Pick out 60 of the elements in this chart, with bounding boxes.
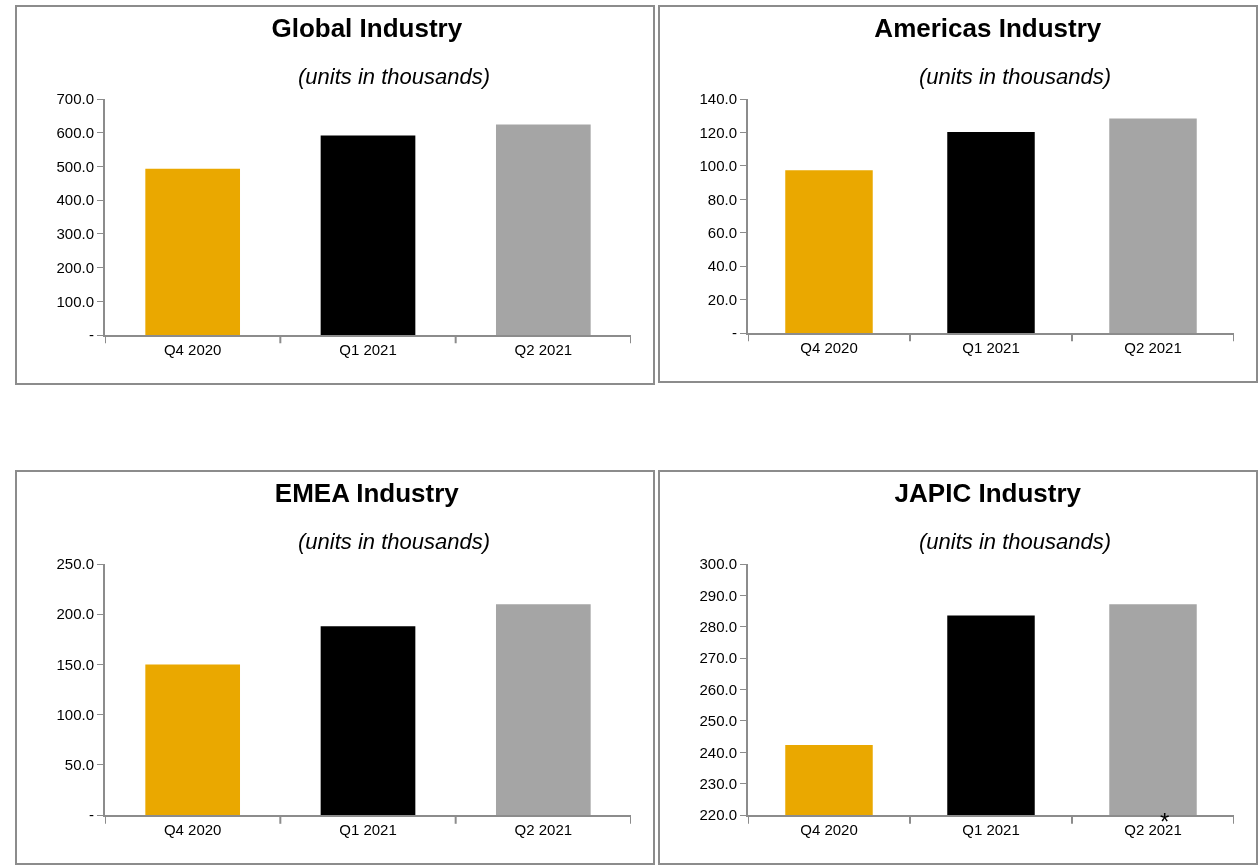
y-tick-label: 250.0 (699, 712, 737, 730)
x-tick-label: Q2 2021 (514, 341, 573, 358)
x-tick-label: Q1 2021 (339, 341, 397, 358)
bar (145, 168, 241, 335)
x-tick-label: Q1 2021 (962, 821, 1020, 838)
y-tick-label: 280.0 (699, 618, 737, 635)
y-tick-label: 240.0 (699, 743, 737, 761)
y-tick-label: 100.0 (699, 157, 737, 175)
y-tick-label: 500.0 (56, 157, 94, 175)
y-tick-label: 50.0 (64, 756, 94, 774)
y-tick-label: 300.0 (699, 555, 737, 573)
bar (320, 135, 416, 335)
chart-subtitle: (units in thousands) (919, 529, 1111, 554)
bar (947, 131, 1035, 333)
x-tick-label: Q2 2021 (514, 821, 573, 838)
chart-title: Global Industry (271, 13, 463, 44)
bar (320, 626, 416, 815)
y-tick-label: 200.0 (56, 605, 94, 623)
bar (495, 124, 591, 335)
y-tick-label: 200.0 (56, 258, 94, 276)
y-tick-label: 700.0 (56, 90, 94, 108)
x-tick-label: Q2 2021 (1124, 339, 1182, 356)
y-tick-label: 120.0 (699, 123, 737, 141)
y-tick-label: 40.0 (707, 257, 737, 275)
chart-subtitle: (units in thousands) (298, 64, 490, 89)
y-tick-label: 60.0 (707, 223, 737, 241)
y-tick-label: 290.0 (699, 586, 737, 604)
bar (495, 604, 591, 815)
y-tick-label: 250.0 (56, 555, 94, 573)
y-tick-label: 100.0 (56, 292, 94, 310)
x-tick-label: Q1 2021 (962, 339, 1020, 356)
bar (145, 664, 241, 815)
chart-subtitle: (units in thousands) (298, 529, 490, 554)
y-tick-label: 80.0 (707, 190, 737, 208)
x-tick-label: Q4 2020 (800, 821, 858, 838)
chart-title: Americas Industry (874, 13, 1102, 44)
y-tick-label: 400.0 (56, 191, 94, 209)
y-tick-label: 230.0 (699, 774, 737, 792)
y-tick-label: 20.0 (707, 290, 737, 308)
y-tick-label: - (89, 326, 94, 344)
x-tick-label: Q1 2021 (339, 821, 397, 838)
x-tick-label: Q2 2021 (1124, 821, 1182, 838)
y-tick-label: - (732, 324, 737, 342)
y-tick-label: 220.0 (699, 806, 737, 824)
y-tick-label: 300.0 (56, 225, 94, 243)
x-tick-label: Q4 2020 (163, 821, 222, 838)
y-tick-label: 260.0 (699, 680, 737, 698)
y-tick-label: 270.0 (699, 649, 737, 667)
y-tick-label: - (89, 806, 94, 824)
chart-title: JAPIC Industry (894, 478, 1082, 509)
bar (785, 170, 873, 333)
y-tick-label: 140.0 (699, 90, 737, 108)
bar (1109, 118, 1197, 333)
x-tick-label: Q4 2020 (163, 341, 222, 358)
chart-title: EMEA Industry (274, 478, 460, 509)
chart-subtitle: (units in thousands) (919, 64, 1111, 89)
y-tick-label: 100.0 (56, 705, 94, 723)
y-tick-label: 600.0 (56, 123, 94, 141)
x-tick-label: Q4 2020 (800, 339, 858, 356)
y-tick-label: 150.0 (56, 655, 94, 673)
